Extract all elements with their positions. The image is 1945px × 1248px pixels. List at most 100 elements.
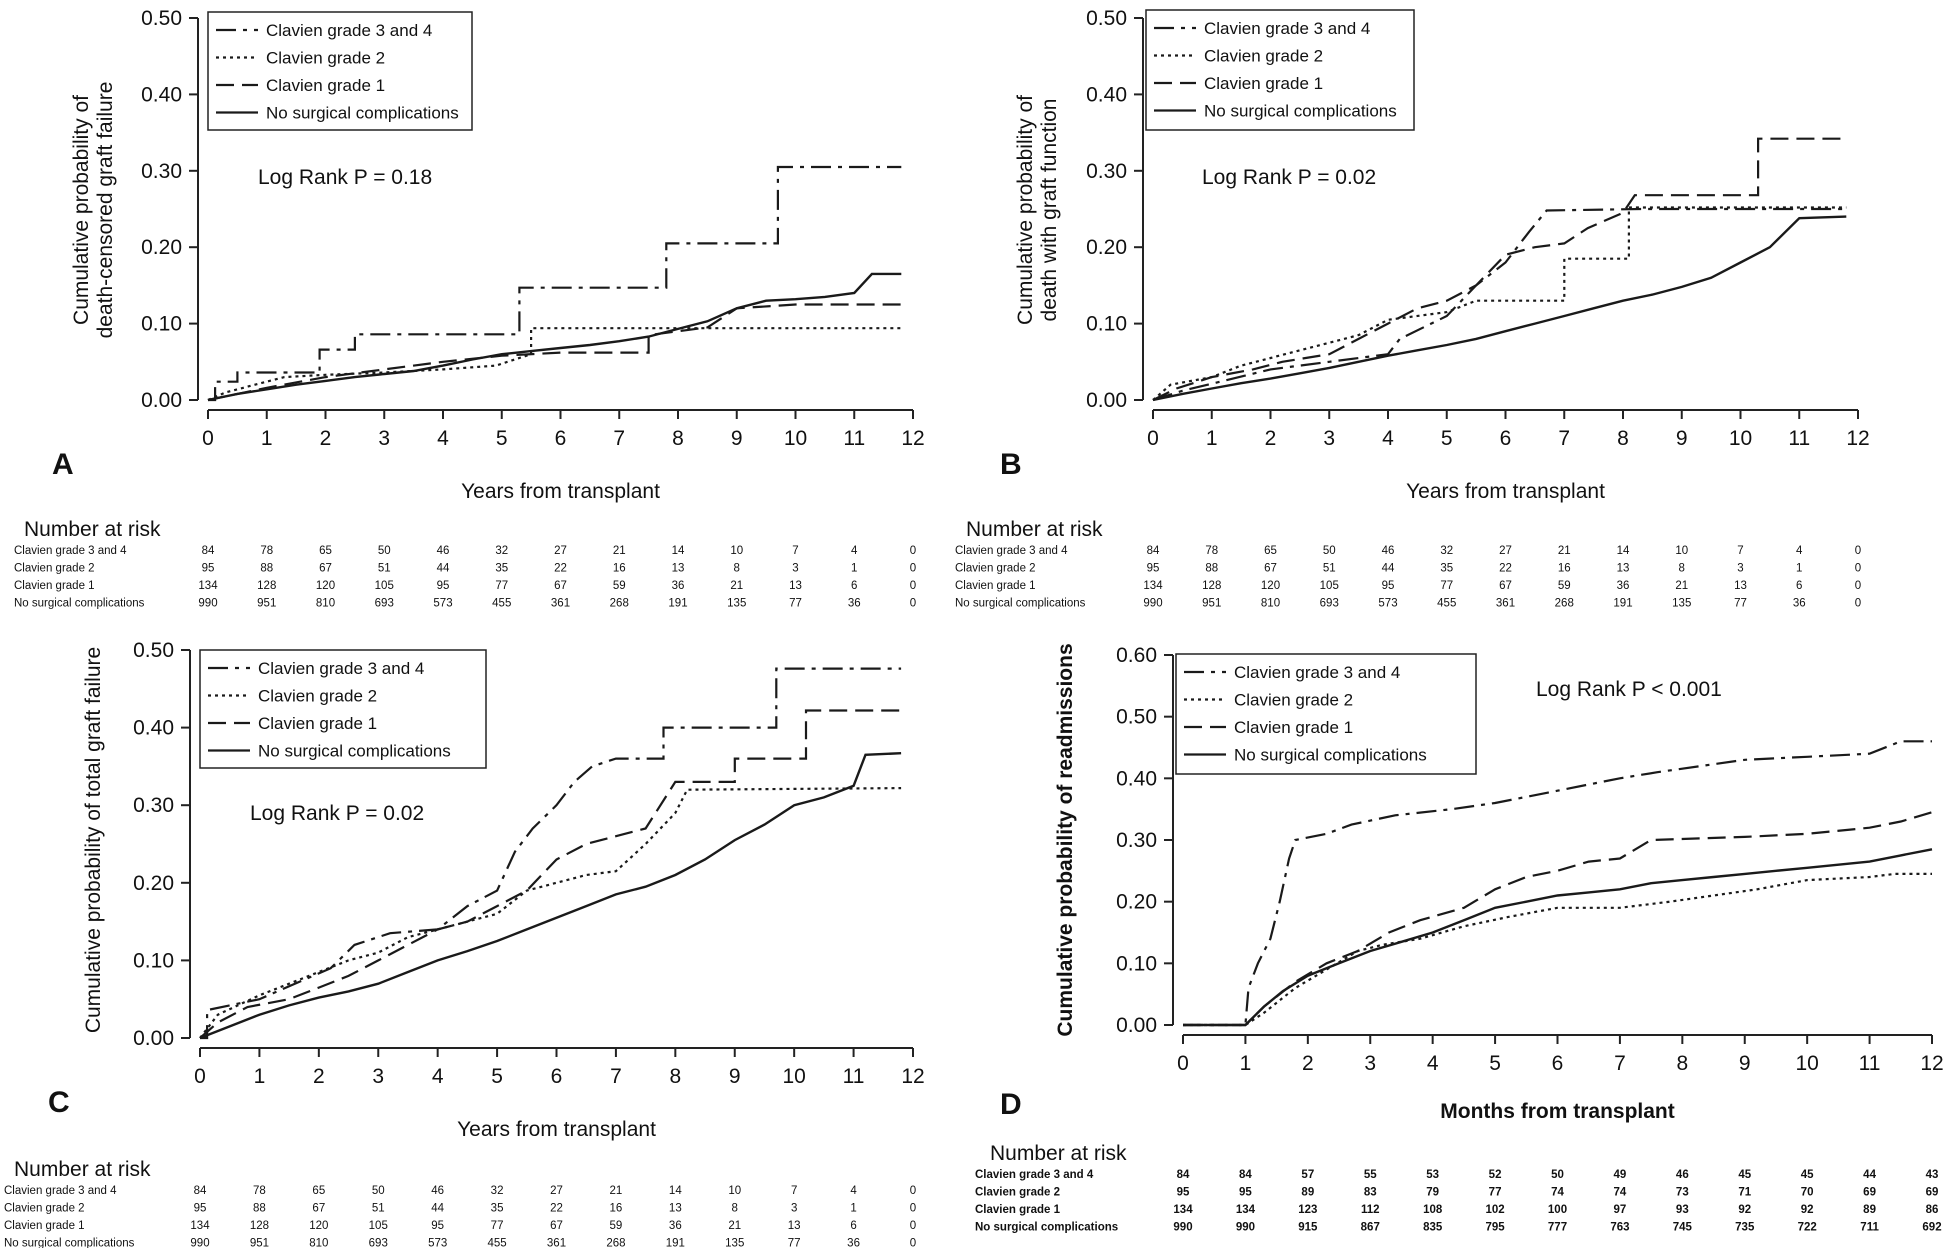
risk-value: 92 (1801, 1204, 1814, 1216)
legend-label: Clavien grade 1 (1234, 718, 1353, 737)
y-axis-title-line: death-censored graft failure (94, 82, 117, 339)
y-tick-label: 0.50 (141, 7, 182, 30)
legend-label: Clavien grade 2 (258, 687, 377, 706)
x-axis-title: Years from transplant (1406, 480, 1605, 503)
series-line (1183, 872, 1932, 1027)
risk-value: 59 (610, 1220, 623, 1232)
risk-value: 455 (492, 598, 511, 610)
risk-value: 77 (491, 1220, 504, 1232)
risk-value: 14 (1617, 545, 1630, 557)
risk-value: 7 (791, 1185, 797, 1197)
risk-value: 123 (1298, 1204, 1317, 1216)
risk-value: 810 (316, 598, 335, 610)
x-axis-title: Years from transplant (461, 480, 660, 503)
risk-value: 951 (257, 598, 276, 610)
risk-value: 22 (554, 563, 567, 575)
risk-value: 0 (910, 598, 916, 610)
risk-value: 45 (1738, 1169, 1751, 1181)
risk-value: 8 (734, 563, 740, 575)
risk-table-title: Number at risk (966, 518, 1103, 541)
risk-value: 128 (1202, 580, 1221, 592)
risk-value: 0 (910, 563, 916, 575)
x-tick-label: 9 (731, 427, 743, 450)
y-tick-label: 0.60 (1116, 644, 1157, 667)
risk-value: 0 (1855, 563, 1861, 575)
panel-b: 0 1 2 3 4 5 6 7 8 9 10 11 120.000.100.200.300.400.50… (955, 7, 1870, 610)
risk-value: 14 (672, 545, 685, 557)
risk-value: 51 (372, 1203, 385, 1215)
x-tick-label: 12 (901, 427, 924, 450)
risk-value: 67 (1264, 563, 1277, 575)
risk-value: 95 (194, 1203, 207, 1215)
risk-value: 86 (1926, 1204, 1939, 1216)
y-axis-title: Cumulative probability of readmissions (1054, 643, 1077, 1036)
risk-value: 102 (1485, 1204, 1504, 1216)
panel-a: 0 1 2 3 4 5 6 7 8 9 10 11 120.000.100.200.300.400.50… (14, 7, 925, 610)
x-tick-label: 1 (1240, 1052, 1252, 1075)
y-tick-label: 0.10 (133, 949, 174, 972)
risk-value: 693 (369, 1238, 388, 1248)
x-tick-label: 10 (784, 427, 807, 450)
legend-label: Clavien grade 2 (1234, 691, 1353, 710)
y-tick-label: 0.50 (133, 639, 174, 662)
x-tick-label: 2 (1265, 427, 1277, 450)
y-tick-label: 0.40 (141, 83, 182, 106)
series-line (1183, 811, 1933, 1027)
risk-value: 361 (1496, 598, 1515, 610)
x-tick-label: 12 (1846, 427, 1869, 450)
x-tick-label: 11 (1788, 427, 1810, 450)
x-tick-label: 7 (1558, 427, 1570, 450)
risk-value: 951 (1202, 598, 1221, 610)
risk-value: 36 (669, 1220, 682, 1232)
risk-value: 16 (1558, 563, 1571, 575)
risk-value: 268 (1555, 598, 1574, 610)
legend-label: Clavien grade 3 and 4 (1204, 19, 1370, 38)
risk-row-label: Clavien grade 2 (975, 1187, 1060, 1199)
risk-value: 21 (613, 545, 626, 557)
risk-value: 573 (428, 1238, 447, 1248)
risk-row-label: No surgical complications (955, 598, 1086, 610)
risk-value: 990 (1173, 1222, 1192, 1234)
risk-value: 361 (551, 598, 570, 610)
risk-value: 53 (1426, 1169, 1439, 1181)
risk-value: 777 (1548, 1222, 1567, 1234)
risk-row-label: Clavien grade 3 and 4 (975, 1169, 1094, 1181)
x-tick-label: 1 (261, 427, 273, 450)
y-tick-label: 0.20 (133, 872, 174, 895)
x-tick-label: 5 (491, 1065, 503, 1088)
risk-row-label: Clavien grade 3 and 4 (14, 545, 127, 557)
risk-value: 77 (1440, 580, 1453, 592)
risk-value: 45 (1801, 1169, 1814, 1181)
panel-d: 0 1 2 3 4 5 6 7 8 9 10 11 120.000.100.200.300.400.50… (975, 643, 1944, 1233)
risk-value: 52 (1489, 1169, 1502, 1181)
risk-value: 10 (730, 545, 743, 557)
risk-value: 361 (547, 1238, 566, 1248)
risk-value: 46 (1676, 1169, 1689, 1181)
risk-value: 835 (1423, 1222, 1443, 1234)
risk-value: 46 (437, 545, 450, 557)
risk-value: 88 (1205, 563, 1218, 575)
risk-value: 951 (250, 1238, 269, 1248)
x-tick-label: 4 (1382, 427, 1394, 450)
y-tick-label: 0.40 (133, 717, 174, 740)
risk-value: 88 (253, 1203, 266, 1215)
legend-box (199, 649, 487, 769)
risk-value: 65 (319, 545, 332, 557)
risk-table-title: Number at risk (990, 1142, 1127, 1165)
risk-value: 43 (1926, 1169, 1939, 1181)
risk-value: 3 (792, 563, 798, 575)
x-tick-label: 3 (372, 1065, 384, 1088)
x-tick-label: 8 (1617, 427, 1629, 450)
x-tick-label: 1 (1206, 427, 1218, 450)
risk-value: 51 (378, 563, 391, 575)
x-tick-label: 12 (901, 1065, 924, 1088)
risk-value: 36 (848, 598, 861, 610)
risk-value: 74 (1551, 1187, 1564, 1199)
risk-value: 67 (1499, 580, 1512, 592)
series-line (1183, 740, 1932, 1027)
risk-value: 95 (437, 580, 450, 592)
x-tick-label: 10 (782, 1065, 805, 1088)
risk-value: 0 (910, 1185, 916, 1197)
risk-value: 13 (788, 1220, 801, 1232)
x-tick-label: 2 (320, 427, 332, 450)
